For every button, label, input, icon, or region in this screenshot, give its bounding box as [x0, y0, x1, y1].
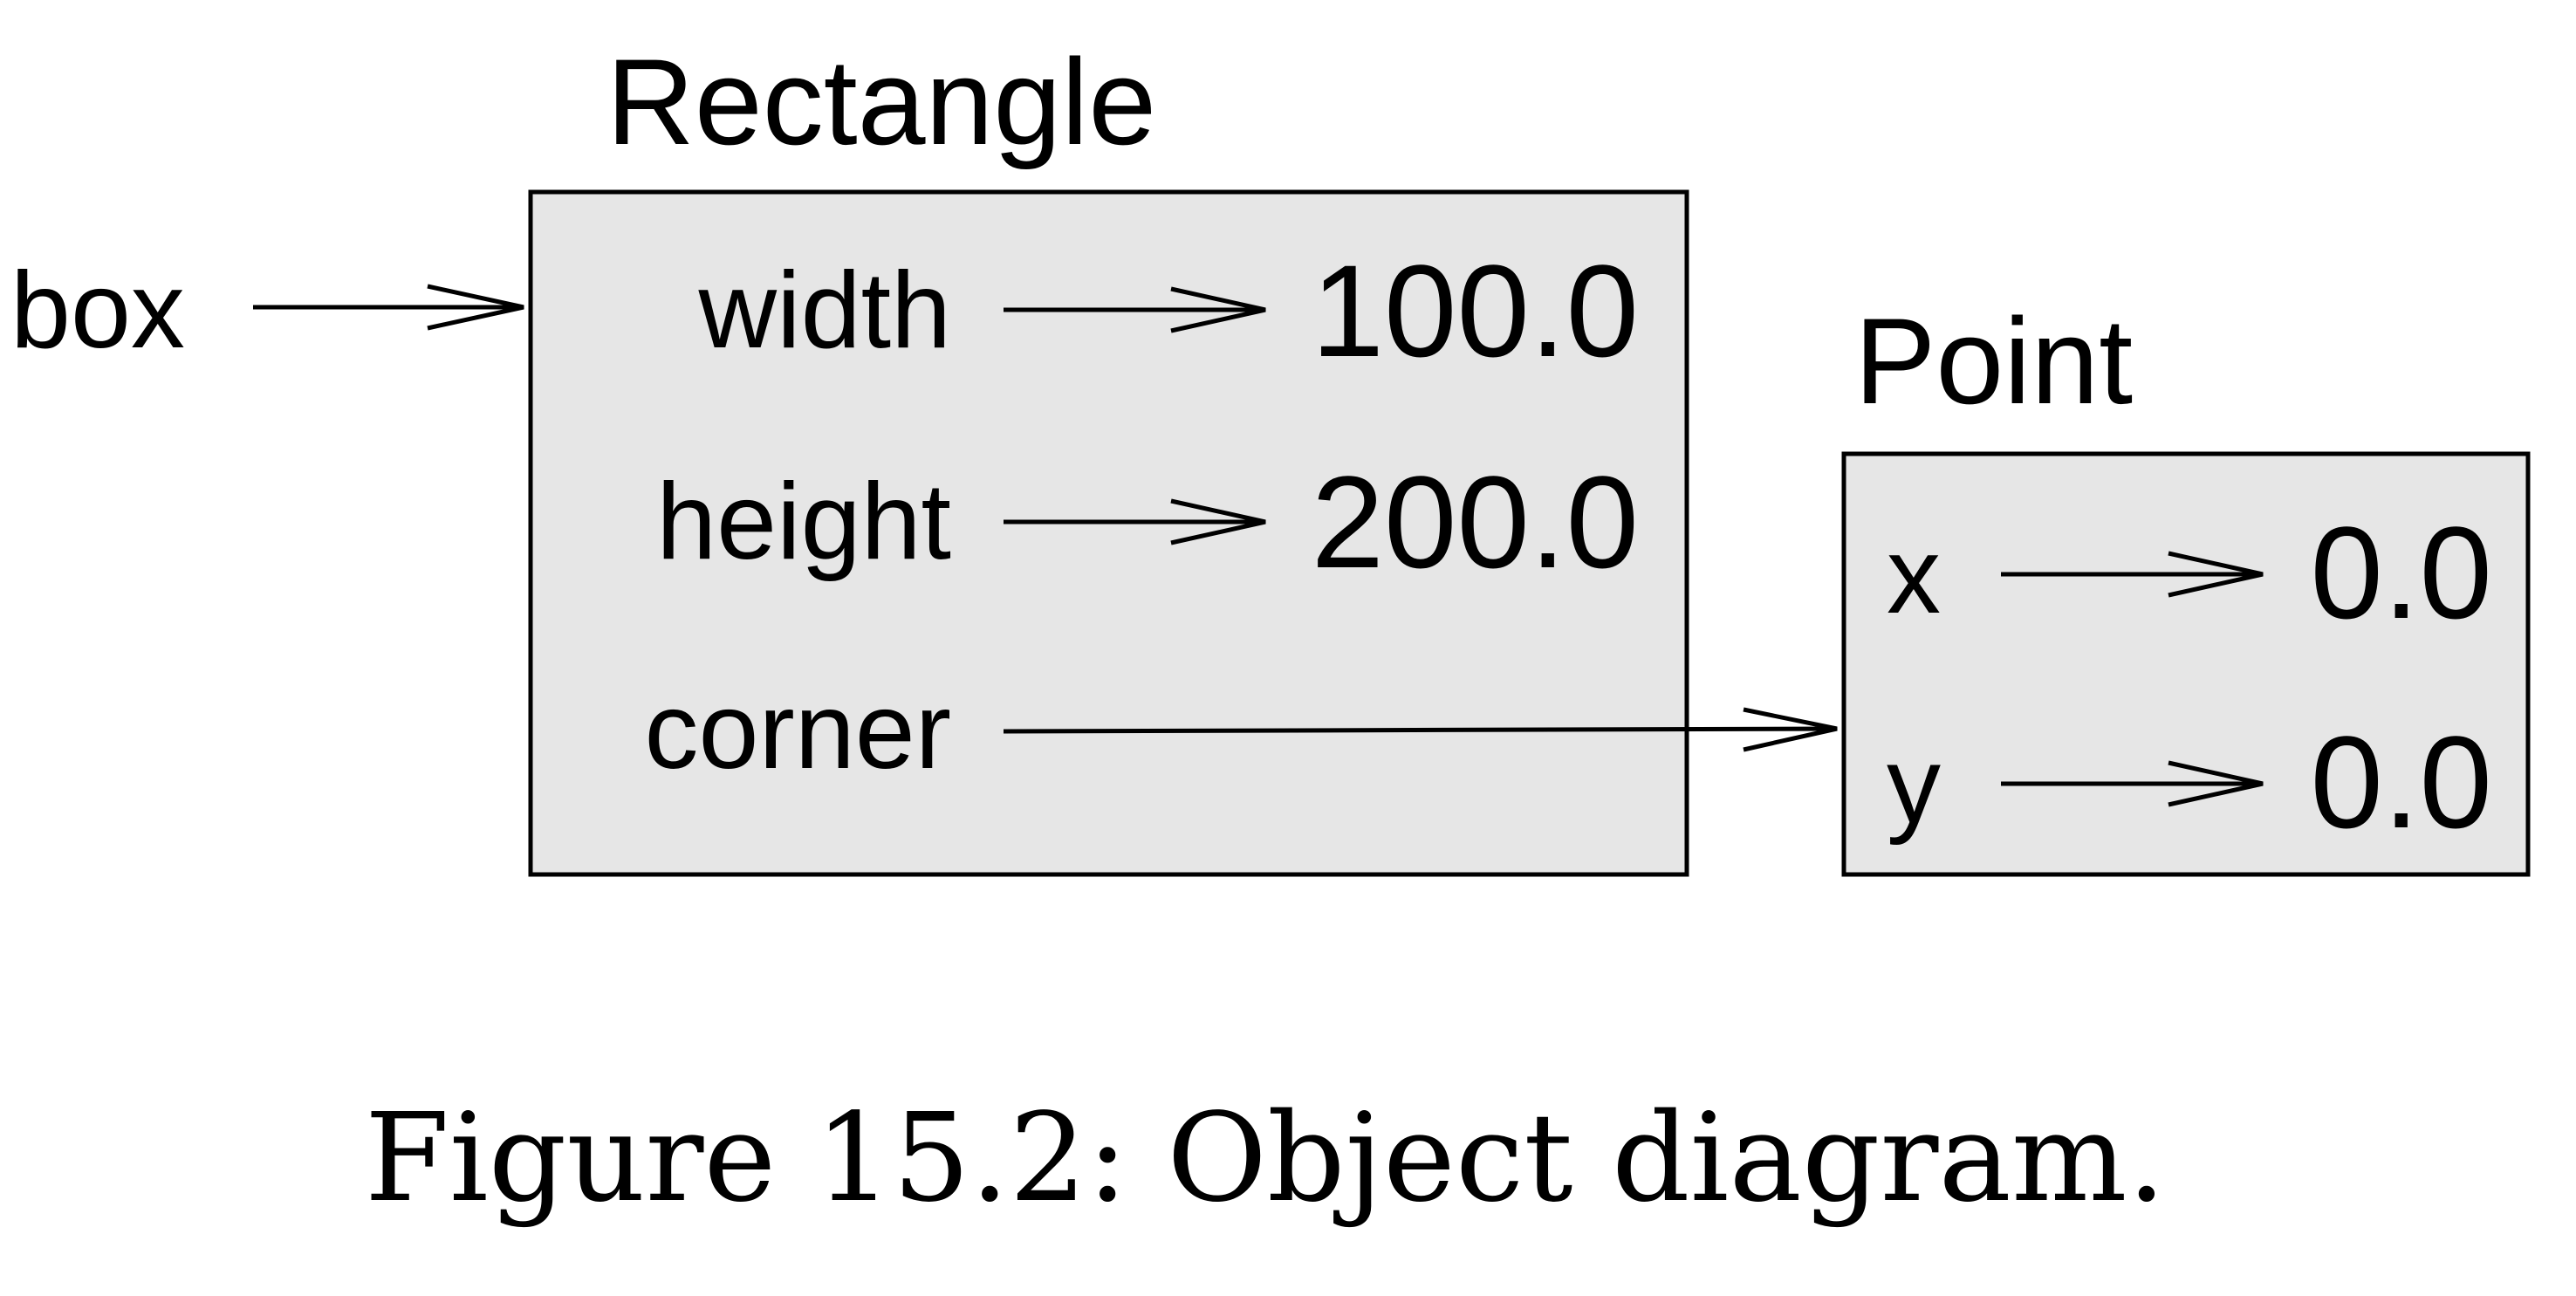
attr-width-arrow	[1004, 286, 1266, 333]
attr-width-name: width	[698, 250, 951, 371]
attr-corner-arrow	[1003, 707, 1838, 752]
attr-y-name: y	[1887, 725, 1941, 846]
attr-corner-name: corner	[645, 671, 951, 792]
attr-height-value: 200.0	[1312, 449, 1639, 595]
attr-x-name: x	[1887, 516, 1941, 636]
rectangle-object-box	[528, 189, 1689, 877]
attr-y-value: 0.0	[2310, 709, 2492, 855]
attr-width-value: 100.0	[1312, 237, 1639, 384]
rectangle-class-label: Rectangle	[606, 33, 1156, 170]
point-object-box	[1841, 451, 2531, 877]
attr-x-arrow	[2001, 551, 2264, 598]
figure-caption: Figure 15.2: Object diagram.	[365, 1087, 2166, 1230]
variable-box-label: box	[10, 250, 185, 371]
attr-height-arrow	[1004, 498, 1266, 545]
variable-box-arrow	[253, 284, 524, 331]
attr-x-value: 0.0	[2310, 499, 2492, 646]
attr-y-arrow	[2001, 760, 2264, 807]
attr-height-name: height	[656, 462, 951, 582]
point-class-label: Point	[1854, 292, 2133, 429]
